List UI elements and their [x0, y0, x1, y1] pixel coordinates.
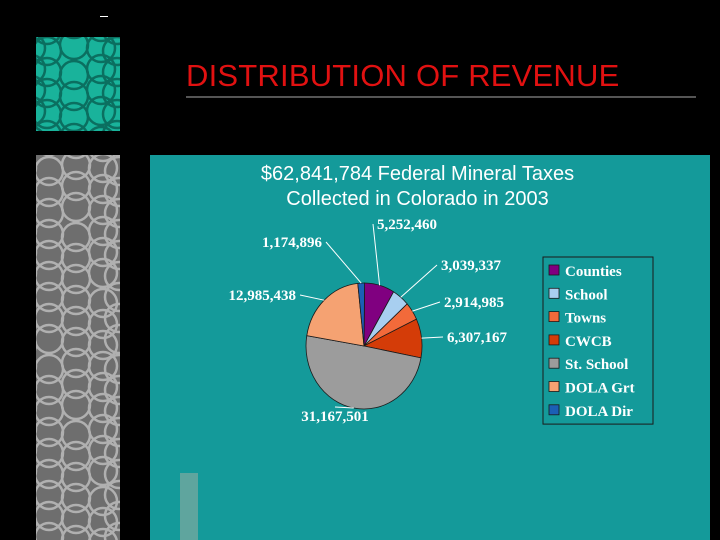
- title-underline: [186, 96, 696, 98]
- legend-swatch: [548, 287, 560, 299]
- pie-slices: [305, 282, 423, 410]
- slide-title: DISTRIBUTION OF REVENUE: [186, 58, 620, 93]
- legend-swatch: [548, 404, 560, 416]
- legend-swatch: [548, 357, 560, 369]
- pattern-left-circles: [36, 155, 120, 540]
- pie-slice-st-school: [305, 335, 422, 410]
- data-label: 6,307,167: [447, 330, 508, 346]
- leader-line: [400, 264, 438, 298]
- chart-title: $62,841,784 Federal Mineral Taxes Collec…: [150, 162, 685, 212]
- leader-line: [372, 223, 381, 286]
- legend-swatch: [548, 311, 560, 323]
- pie-slice-dola-grt: [306, 282, 365, 347]
- data-label: 3,039,337: [441, 258, 502, 274]
- leader-line: [299, 294, 325, 301]
- leader-line: [412, 301, 441, 312]
- legend: Counties School Towns CWCB St. School DOLA Gr…: [542, 256, 654, 425]
- legend-swatch: [548, 334, 560, 346]
- chart-title-line1: $62,841,784 Federal Mineral Taxes: [260, 163, 575, 185]
- data-label: 31,167,501: [301, 409, 369, 425]
- data-label: 5,252,460: [377, 217, 437, 233]
- chart-panel: [150, 155, 710, 540]
- legend-label: DOLA Grt: [565, 381, 635, 397]
- leader-line: [334, 406, 354, 409]
- data-label: 1,174,896: [262, 235, 323, 251]
- legend-label: Towns: [565, 311, 606, 327]
- legend-label: School: [565, 287, 608, 303]
- legend-swatch: [548, 381, 560, 392]
- chart-title-line2: Collected in Colorado in 2003: [286, 188, 549, 210]
- decorative-bar: [180, 473, 198, 540]
- data-label: 12,985,438: [229, 288, 297, 304]
- legend-label: CWCB: [565, 334, 612, 350]
- pattern-top-circles: [36, 37, 120, 131]
- legend-label: Counties: [565, 264, 622, 280]
- legend-box: [542, 256, 654, 425]
- leader-line: [421, 336, 444, 339]
- legend-swatch: [548, 264, 560, 276]
- tick-mark: [100, 16, 108, 17]
- legend-label: DOLA Dir: [565, 404, 633, 420]
- leader-line: [325, 241, 362, 284]
- data-labels: 5,252,460 3,039,337 2,914,985 6,307,167 31,1…: [229, 217, 508, 425]
- legend-label: St. School: [565, 357, 628, 373]
- data-label: 2,914,985: [444, 295, 504, 311]
